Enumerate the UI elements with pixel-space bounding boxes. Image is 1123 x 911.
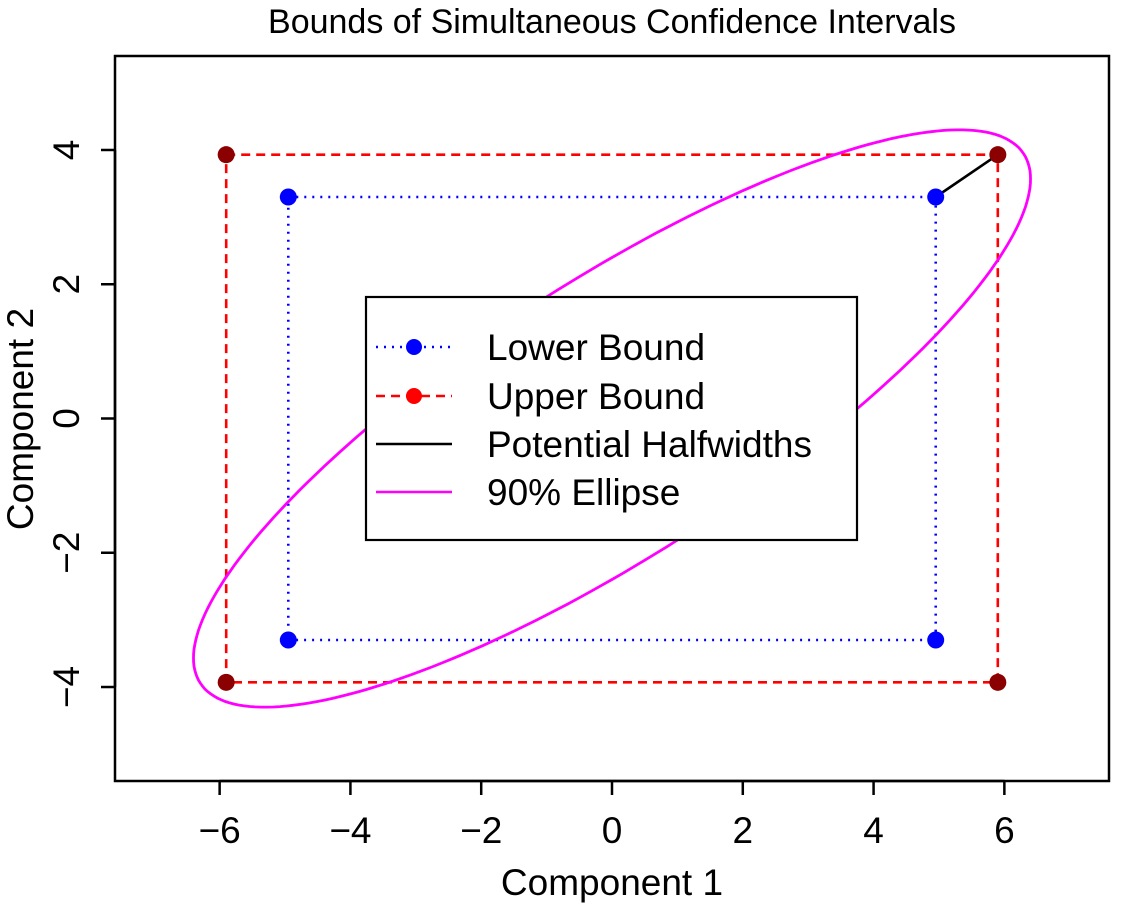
point-lower-bound bbox=[279, 188, 297, 206]
legend-marker-lower-bound bbox=[406, 339, 422, 355]
legend-label-upper-bound: Upper Bound bbox=[487, 376, 705, 417]
legend-item-lower-bound: Lower Bound bbox=[376, 327, 705, 368]
point-upper-bound bbox=[217, 146, 235, 164]
point-upper-bound bbox=[989, 146, 1007, 164]
x-tick-label: 6 bbox=[994, 810, 1015, 851]
x-axis-title: Component 1 bbox=[501, 862, 723, 903]
x-tick-label: 0 bbox=[602, 810, 623, 851]
y-tick-label: 0 bbox=[46, 408, 87, 429]
legend-label-lower-bound: Lower Bound bbox=[487, 327, 705, 368]
x-tick-label: 2 bbox=[733, 810, 754, 851]
y-tick-label: −2 bbox=[46, 532, 87, 574]
point-upper-bound bbox=[217, 673, 235, 691]
legend-label-potential-halfwidths: Potential Halfwidths bbox=[487, 424, 812, 465]
legend-label-90-ellipse: 90% Ellipse bbox=[487, 472, 680, 513]
y-axis: −4 −2 0 2 4 bbox=[46, 140, 117, 708]
point-lower-bound bbox=[927, 188, 945, 206]
legend: Lower Bound Upper Bound Potential Halfwi… bbox=[364, 295, 859, 542]
y-tick-label: 4 bbox=[46, 140, 87, 161]
y-tick-label: −4 bbox=[46, 666, 87, 708]
point-lower-bound bbox=[927, 631, 945, 649]
x-axis: −6 −4 −2 0 2 4 6 bbox=[199, 779, 1015, 851]
x-tick-label: −2 bbox=[460, 810, 502, 851]
series-line-upper-bound bbox=[224, 153, 1000, 684]
x-tick-label: −4 bbox=[329, 810, 371, 851]
legend-item-potential-halfwidths: Potential Halfwidths bbox=[376, 424, 812, 465]
legend-item-90-ellipse: 90% Ellipse bbox=[376, 472, 680, 513]
chart-title: Bounds of Simultaneous Confidence Interv… bbox=[268, 3, 956, 41]
y-axis-title: Component 2 bbox=[0, 308, 41, 530]
legend-marker-upper-bound bbox=[406, 388, 422, 404]
x-tick-label: −6 bbox=[199, 810, 241, 851]
y-tick-label: 2 bbox=[46, 274, 87, 295]
x-tick-label: 4 bbox=[863, 810, 884, 851]
point-upper-bound bbox=[989, 673, 1007, 691]
series-line-potential-halfwidths bbox=[934, 153, 999, 199]
legend-item-upper-bound: Upper Bound bbox=[376, 376, 705, 417]
point-lower-bound bbox=[279, 631, 297, 649]
legend-box bbox=[364, 295, 859, 542]
